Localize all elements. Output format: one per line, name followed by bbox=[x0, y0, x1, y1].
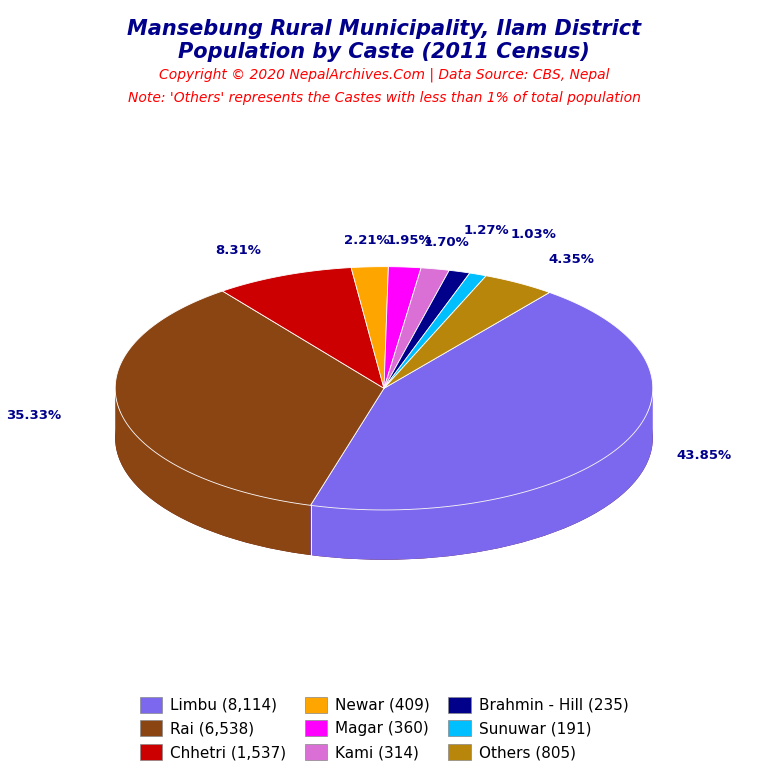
Polygon shape bbox=[310, 389, 653, 560]
Text: Copyright © 2020 NepalArchives.Com | Data Source: CBS, Nepal: Copyright © 2020 NepalArchives.Com | Dat… bbox=[159, 68, 609, 82]
Text: 43.85%: 43.85% bbox=[677, 449, 731, 462]
Text: 4.35%: 4.35% bbox=[549, 253, 594, 266]
Legend: Limbu (8,114), Rai (6,538), Chhetri (1,537), Newar (409), Magar (360), Kami (314: Limbu (8,114), Rai (6,538), Chhetri (1,5… bbox=[132, 689, 636, 768]
Text: Note: 'Others' represents the Castes with less than 1% of total population: Note: 'Others' represents the Castes wit… bbox=[127, 91, 641, 104]
Text: 2.21%: 2.21% bbox=[344, 233, 389, 247]
Polygon shape bbox=[115, 389, 310, 555]
Text: 1.70%: 1.70% bbox=[424, 236, 469, 249]
Polygon shape bbox=[384, 273, 486, 389]
Polygon shape bbox=[310, 293, 653, 510]
Polygon shape bbox=[351, 266, 389, 389]
Ellipse shape bbox=[115, 316, 653, 560]
Polygon shape bbox=[384, 270, 470, 389]
Text: Mansebung Rural Municipality, Ilam District: Mansebung Rural Municipality, Ilam Distr… bbox=[127, 19, 641, 39]
Text: 1.03%: 1.03% bbox=[511, 228, 557, 241]
Polygon shape bbox=[384, 268, 449, 389]
Polygon shape bbox=[223, 267, 384, 389]
Polygon shape bbox=[115, 291, 384, 505]
Text: 1.27%: 1.27% bbox=[463, 224, 509, 237]
Text: 8.31%: 8.31% bbox=[215, 244, 261, 257]
Text: 35.33%: 35.33% bbox=[6, 409, 61, 422]
Polygon shape bbox=[384, 266, 421, 389]
Text: 1.95%: 1.95% bbox=[386, 233, 432, 247]
Text: Population by Caste (2011 Census): Population by Caste (2011 Census) bbox=[178, 42, 590, 62]
Polygon shape bbox=[384, 276, 549, 389]
